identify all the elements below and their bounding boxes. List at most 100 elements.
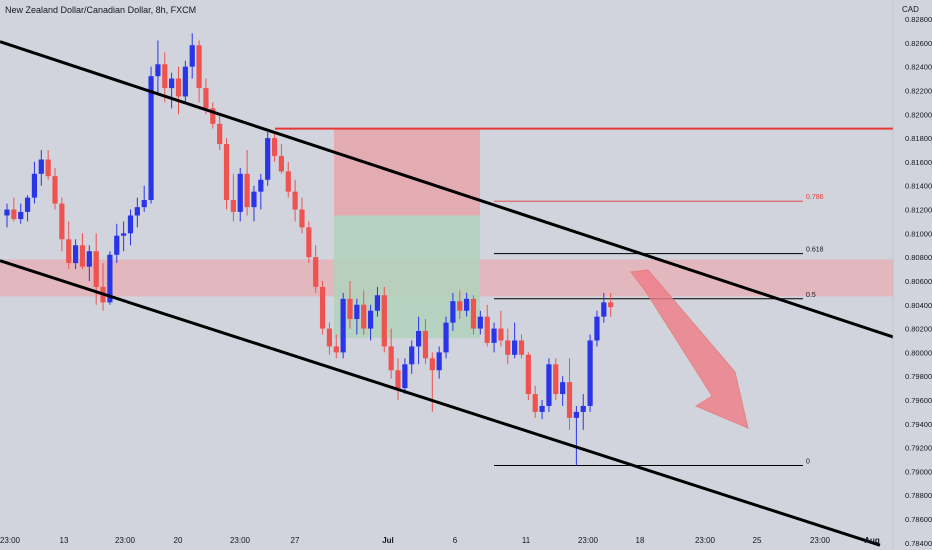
fib-level-label: 0.786 [806, 194, 824, 201]
candle-body [4, 209, 10, 216]
fib-level-label: 0.5 [806, 292, 816, 299]
x-tick-label: 23:00 [578, 536, 599, 545]
candle-body [223, 144, 230, 200]
channel-upper-line [0, 40, 894, 339]
y-tick-label: 0.81800 [905, 134, 932, 143]
candle [505, 328, 511, 365]
candle-body [594, 316, 600, 341]
candle [477, 310, 483, 335]
y-tick-label: 0.80400 [905, 301, 932, 310]
candle [237, 167, 243, 222]
candle [402, 358, 408, 395]
candle [416, 316, 422, 365]
candle [210, 102, 216, 129]
candle [354, 298, 360, 335]
candle-body [347, 298, 353, 320]
candle [4, 203, 10, 228]
candle-body [333, 346, 339, 353]
x-tick-label: 23:00 [0, 536, 21, 545]
candle [11, 197, 17, 222]
candle [24, 195, 31, 222]
candle-body [374, 295, 381, 311]
y-tick-label: 0.79000 [905, 467, 932, 476]
candle [580, 394, 586, 430]
candle [573, 405, 579, 466]
currency-label: CAD [902, 5, 919, 14]
candle-body [388, 346, 394, 371]
candle-body [93, 251, 99, 287]
candle [512, 322, 518, 359]
candle [162, 52, 168, 103]
x-tick-label: 23:00 [695, 536, 716, 545]
y-tick-label: 0.82200 [905, 86, 932, 95]
candle-body [24, 197, 31, 212]
candle-body [148, 76, 154, 200]
candle-body [86, 251, 92, 267]
candle-body [285, 171, 291, 192]
candles [4, 33, 614, 466]
candle-body [66, 239, 72, 264]
x-tick-label: 6 [453, 536, 458, 545]
candle-body [402, 364, 408, 389]
candle [182, 60, 188, 103]
candle [141, 185, 147, 212]
candle [319, 280, 326, 335]
candle [361, 290, 367, 335]
candle-body [450, 301, 456, 323]
candle [223, 138, 230, 210]
candle-body [155, 64, 161, 77]
y-tick-label: 0.79600 [905, 396, 932, 405]
candle [230, 173, 236, 222]
candle-body [121, 233, 127, 236]
x-tick-label: 13 [60, 536, 69, 545]
x-tick-label: 18 [636, 536, 645, 545]
candle-body [299, 209, 305, 228]
candle-body [518, 340, 525, 355]
candle-body [326, 328, 333, 347]
candle-body [477, 316, 483, 329]
candle-body [73, 245, 79, 264]
candle-body [271, 138, 278, 156]
candle-body [560, 382, 566, 395]
candle-body [18, 211, 24, 220]
price-axis [893, 0, 932, 550]
candle [45, 150, 51, 180]
candle [498, 310, 504, 347]
candle-body [436, 352, 442, 371]
candle-body [196, 45, 202, 89]
y-tick-label: 0.78800 [905, 491, 932, 500]
candle-body [505, 340, 511, 355]
candle [484, 304, 490, 347]
candle [189, 33, 195, 79]
y-tick-label: 0.79200 [905, 444, 932, 453]
projection-arrow [630, 269, 749, 429]
candle [326, 322, 333, 355]
candle-body [470, 298, 477, 329]
candle-body [134, 207, 140, 216]
candle [429, 352, 435, 412]
candle [299, 197, 305, 234]
take-profit-zone [334, 215, 480, 339]
candle [244, 150, 250, 216]
candle-body [127, 215, 134, 234]
y-tick-label: 0.80600 [905, 277, 932, 286]
candle [66, 221, 72, 270]
candle-body [457, 301, 463, 311]
candle [450, 292, 456, 331]
candle-body [141, 200, 147, 208]
candle-body [361, 304, 367, 329]
candle [436, 346, 442, 379]
candle-body [52, 176, 58, 204]
candle-body [429, 358, 435, 371]
candle [388, 328, 394, 379]
candle-body [31, 173, 38, 198]
candle-body [367, 310, 374, 329]
candle [539, 400, 545, 420]
x-tick-label: 23:00 [810, 536, 831, 545]
candle [148, 66, 154, 204]
candle-body [464, 298, 470, 311]
candle [333, 334, 339, 359]
candle-body [409, 346, 415, 365]
